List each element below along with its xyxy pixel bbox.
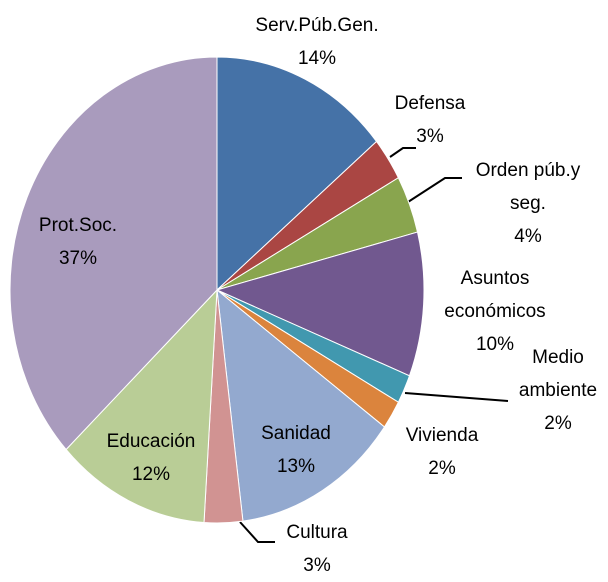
leader-line bbox=[239, 521, 275, 543]
value-label: 3% bbox=[303, 555, 331, 576]
leader-line bbox=[404, 392, 509, 402]
value-label: 12% bbox=[131, 464, 171, 485]
slice-label: Vivienda 2% bbox=[382, 419, 502, 485]
slice-label: Orden púb.y seg. 4% bbox=[458, 154, 598, 253]
category-label: Serv.Púb.Gen. bbox=[255, 15, 379, 36]
slice-label: Sanidad 13% bbox=[236, 417, 356, 483]
slice-label: Educación 12% bbox=[81, 425, 221, 491]
category-label: Orden púb.y seg. bbox=[475, 160, 581, 214]
slice-label: Asuntos económicos 10% bbox=[425, 262, 565, 361]
value-label: 4% bbox=[514, 226, 542, 247]
slice-label: Prot.Soc. 37% bbox=[18, 209, 138, 275]
value-label: 14% bbox=[297, 48, 337, 69]
category-label: Prot.Soc. bbox=[38, 215, 118, 236]
pie-slice bbox=[215, 231, 425, 377]
slice-label: Serv.Púb.Gen. 14% bbox=[217, 9, 417, 75]
category-label: Sanidad bbox=[261, 423, 331, 444]
value-label: 3% bbox=[416, 126, 444, 147]
category-label: Defensa bbox=[394, 93, 466, 114]
slice-label: Defensa 3% bbox=[370, 87, 490, 153]
category-label: Asuntos económicos bbox=[444, 268, 546, 322]
value-label: 37% bbox=[58, 248, 98, 269]
value-label: 13% bbox=[276, 456, 316, 477]
slice-label: Medio ambiente 2% bbox=[508, 341, 608, 440]
category-label: Vivienda bbox=[405, 425, 479, 446]
leader-line bbox=[407, 177, 462, 203]
pie-slice bbox=[9, 56, 218, 451]
leader-line bbox=[389, 147, 416, 158]
category-label: Cultura bbox=[286, 522, 348, 543]
value-label: 2% bbox=[544, 413, 572, 434]
category-label: Educación bbox=[106, 431, 196, 452]
category-label: Medio ambiente bbox=[518, 347, 598, 401]
pie-slice bbox=[216, 56, 378, 292]
pie-slice bbox=[216, 288, 386, 522]
value-label: 2% bbox=[428, 458, 456, 479]
pie-slice bbox=[65, 288, 218, 524]
slice-label: Cultura 3% bbox=[257, 516, 377, 582]
value-label: 10% bbox=[475, 334, 515, 355]
